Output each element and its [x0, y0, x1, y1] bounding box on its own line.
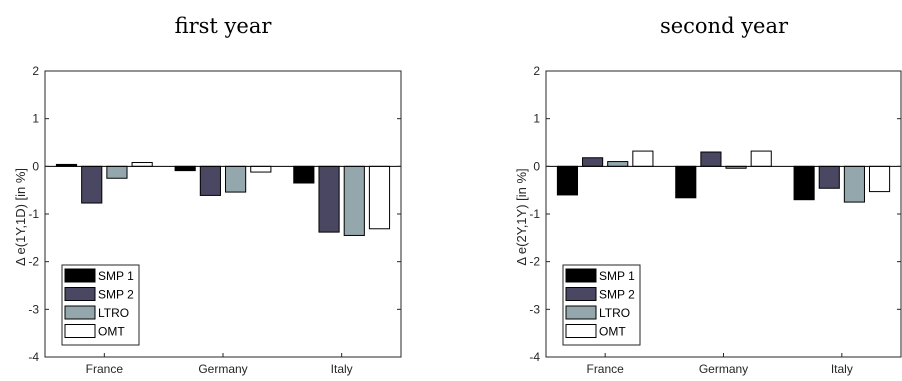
bar-ltro-italy: [343, 165, 365, 236]
bar-omt-italy: [868, 165, 891, 193]
legend-swatch: [64, 305, 96, 320]
bar-ltro-france: [106, 165, 128, 179]
bar-smp-1-france: [556, 165, 579, 196]
bar-smp-2-italy: [318, 165, 340, 233]
y-tick-label: -2: [28, 255, 39, 269]
bar-omt-germany: [250, 165, 272, 173]
y-tick-label: 0: [533, 159, 540, 173]
y-tick-label: 2: [533, 64, 540, 78]
legend-label: SMP 2: [98, 288, 134, 302]
x-tick-label: France: [86, 362, 124, 376]
legend-label: LTRO: [599, 306, 630, 320]
y-tick-label: 2: [32, 64, 39, 78]
bar-smp-2-italy: [818, 165, 840, 189]
bar-omt-italy: [368, 165, 391, 230]
second-year-chart: second year Δ e(2Y,1Y) [in %] -4 -3 -2 -1 0 1…: [514, 14, 902, 376]
bar-ltro-italy: [843, 165, 865, 203]
bar-omt-france: [632, 150, 654, 167]
x-tick-label: France: [586, 362, 624, 376]
bar-ltro-france: [607, 161, 629, 167]
y-tick-label: -2: [529, 255, 540, 269]
first-year-chart: first year Δ e(1Y,1D) [in %] -4 -3 -2 -1 0 1 2…: [13, 14, 402, 376]
legend-swatch: [565, 305, 597, 320]
y-tick-label: -4: [529, 350, 540, 364]
bar-smp-1-germany: [675, 165, 697, 199]
legend: SMP 1 SMP 2 LTRO OMT: [61, 264, 140, 346]
bar-smp-1-italy: [793, 165, 815, 201]
x-tick-label: Italy: [331, 362, 353, 376]
legend-swatch: [64, 324, 96, 338]
y-tick-label: -4: [28, 350, 39, 364]
bar-smp-2-germany: [199, 165, 221, 196]
legend-label: LTRO: [98, 306, 129, 320]
y-axis-label: Δ e(2Y,1Y) [in %]: [514, 168, 529, 265]
bar-omt-germany: [750, 150, 772, 167]
y-tick-label: -3: [529, 302, 540, 316]
legend-swatch: [64, 287, 96, 301]
y-axis-label: Δ e(1Y,1D) [in %]: [13, 168, 28, 266]
chart-title: second year: [660, 14, 789, 38]
x-tick-label: Germany: [699, 362, 748, 376]
chart-title: first year: [175, 14, 273, 38]
x-tick-label: Germany: [198, 362, 247, 376]
bar-omt-france: [131, 162, 153, 167]
legend-swatch: [64, 268, 96, 283]
y-tick-label: 0: [32, 159, 39, 173]
bar-smp-2-germany: [700, 151, 722, 167]
y-tick-label: -1: [28, 207, 39, 221]
legend: SMP 1 SMP 2 LTRO OMT: [562, 264, 641, 346]
bar-smp-1-italy: [293, 165, 315, 184]
y-tick-label: 1: [533, 112, 540, 126]
y-tick-label: 1: [32, 112, 39, 126]
legend-label: OMT: [599, 325, 626, 339]
y-tick-label: -1: [529, 207, 540, 221]
bar-smp-1-germany: [174, 165, 196, 172]
x-tick-label: Italy: [831, 362, 853, 376]
legend-swatch: [565, 324, 597, 338]
y-tick-label: -3: [28, 302, 39, 316]
legend-label: SMP 2: [599, 288, 635, 302]
bar-ltro-germany: [225, 165, 247, 193]
legend-swatch: [565, 268, 597, 283]
bar-smp-2-france: [81, 165, 103, 204]
bar-smp-2-france: [582, 157, 604, 167]
legend-label: SMP 1: [599, 269, 635, 283]
legend-label: SMP 1: [98, 269, 134, 283]
legend-label: OMT: [98, 325, 125, 339]
legend-swatch: [565, 287, 597, 301]
